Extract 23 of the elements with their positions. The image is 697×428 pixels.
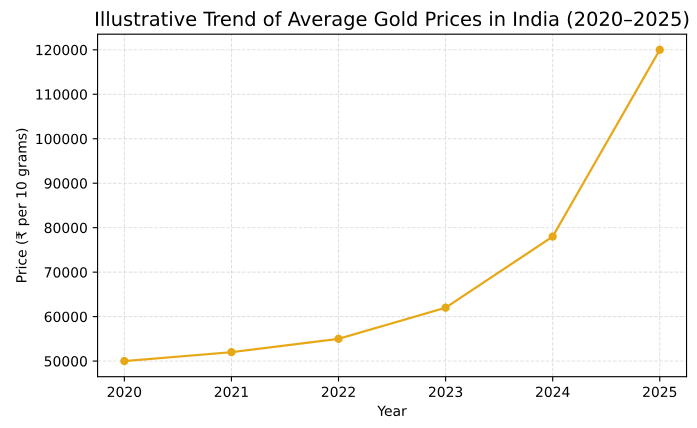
point <box>548 232 557 241</box>
y-tick-label: 70000 <box>44 267 87 278</box>
point <box>334 334 343 344</box>
point <box>120 356 129 366</box>
y-tick-label: 110000 <box>36 89 87 100</box>
y-tick-label: 80000 <box>44 222 87 234</box>
y-axis-title: Price (₹ per 10 grams) <box>16 128 30 282</box>
y-tick-label: 60000 <box>44 312 87 322</box>
chart-title: Illustrative Trend of Average Gold Prices in India (2020–2025) <box>96 11 688 30</box>
x-tick-label: 2021 <box>214 386 248 398</box>
x-tick-label: 2024 <box>536 386 570 398</box>
y-tick-label: 90000 <box>44 178 87 189</box>
y-tick-label: 120000 <box>36 44 87 56</box>
x-axis-title: Year <box>377 406 407 416</box>
x-tick-label: 2023 <box>428 386 462 398</box>
point <box>227 348 236 356</box>
x-tick-label: 2022 <box>322 386 355 398</box>
x-tick-label: 2020 <box>108 386 142 398</box>
x-tick-label: 2025 <box>643 386 676 398</box>
y-tick-label: 100000 <box>36 134 87 144</box>
y-tick-label: 50000 <box>44 356 87 367</box>
point <box>441 304 450 312</box>
point <box>656 46 664 54</box>
